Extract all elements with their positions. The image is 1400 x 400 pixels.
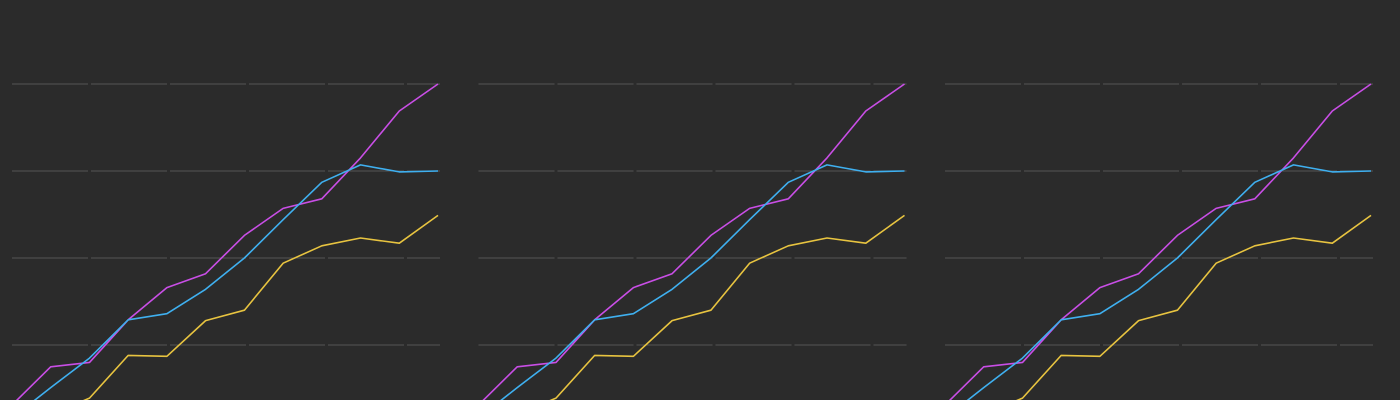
series-line	[549, 214, 905, 400]
series-line	[500, 164, 905, 400]
series-line	[1015, 214, 1372, 400]
series-line	[966, 164, 1372, 400]
series-line	[82, 214, 439, 400]
series-line	[33, 164, 439, 400]
